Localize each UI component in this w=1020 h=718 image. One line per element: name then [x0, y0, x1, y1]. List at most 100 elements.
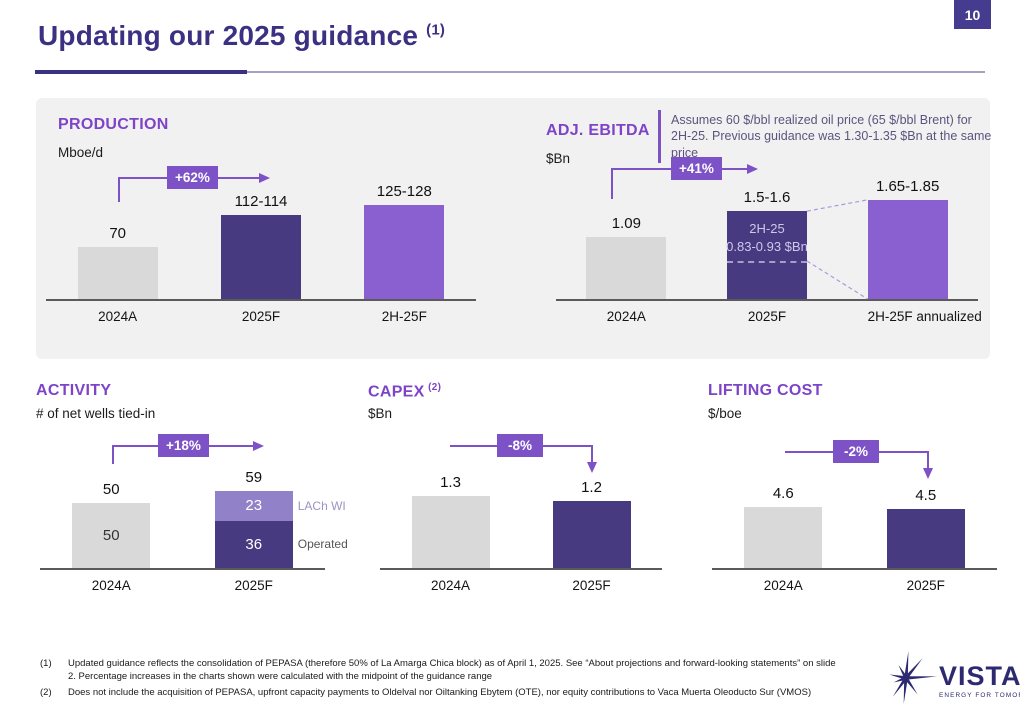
- page-title-text: Updating our 2025 guidance: [38, 20, 419, 51]
- bar-column: 59 23 36: [214, 469, 293, 568]
- change-badge: +62%: [167, 166, 218, 189]
- chart-activity: ACTIVITY # of net wells tied-in +18% 50 5…: [36, 382, 372, 597]
- chart-unit: $Bn: [546, 151, 571, 166]
- bar: 2H-25 0.83-0.93 $Bn: [726, 211, 808, 299]
- title-underline-dark: [35, 70, 247, 74]
- chart-title-text: CAPEX: [368, 383, 425, 401]
- category-label: 2024A: [91, 578, 131, 593]
- bar-value-label: 1.5-1.6: [743, 189, 791, 207]
- bar-column: 1.5-1.6 2H-25 0.83-0.93 $Bn: [726, 180, 808, 299]
- plot-area: 1.3 1.2: [380, 474, 662, 568]
- bar-value-label: 1.3: [440, 473, 461, 491]
- vista-logo-tagline: ENERGY FOR TOMORROW: [939, 692, 1020, 699]
- bar-value-label: 1.2: [581, 479, 602, 497]
- category-label: 2025F: [572, 578, 611, 593]
- chart-title: ACTIVITY: [36, 382, 112, 399]
- plot-area: 4.6 4.5: [712, 477, 997, 568]
- bar: 23 36: [214, 490, 293, 568]
- bar: [364, 204, 445, 299]
- category-label: 2025F: [241, 309, 281, 324]
- bar-segment: [744, 507, 823, 568]
- bar-value-label: 70: [109, 224, 126, 242]
- legend-label: Operated: [297, 537, 348, 552]
- bar-value-label: 1.09: [611, 215, 641, 233]
- category-label: 2024A: [430, 578, 471, 593]
- category-row: 2024A 2025F: [380, 578, 662, 593]
- chart-unit: Mboe/d: [58, 145, 104, 160]
- chart-unit: $Bn: [368, 406, 393, 421]
- bar: [744, 507, 823, 568]
- bar: [586, 237, 667, 299]
- category-label: 2H-25F annualized: [867, 309, 982, 324]
- bar-annotation-line: 2H-25: [749, 221, 785, 237]
- vista-logo-name: VISTA: [939, 661, 1020, 691]
- chart-unit: # of net wells tied-in: [36, 406, 156, 421]
- vista-star-icon: [889, 651, 937, 704]
- change-badge: -2%: [833, 440, 879, 463]
- category-row: 2024A 2025F 2H-25F annualized: [556, 309, 982, 324]
- bar: [220, 214, 301, 299]
- axis-line: [380, 568, 662, 570]
- category-row: 2024A 2025F 2H-25F: [46, 309, 476, 324]
- page-number: 10: [964, 6, 981, 23]
- category-label: 2025F: [747, 309, 787, 324]
- plot-area: 50 50 59 23 36: [40, 469, 325, 568]
- bar-segment: [867, 199, 948, 299]
- bar: [77, 246, 158, 299]
- bar-column: 4.6: [744, 477, 823, 568]
- category-label: 2H-25F: [381, 309, 427, 324]
- bar-column: 125-128: [364, 180, 445, 299]
- bar: 50: [72, 502, 151, 568]
- bar-value-label: 1.65-1.85: [875, 177, 940, 195]
- category-label: 2025F: [234, 578, 273, 593]
- bar-value-label: 112-114: [234, 192, 288, 210]
- axis-line: [556, 299, 978, 301]
- bar-column: 4.5: [886, 477, 965, 568]
- chart-unit: $/boe: [708, 406, 742, 421]
- bar-column: 1.3: [411, 474, 490, 568]
- axis-line: [712, 568, 997, 570]
- axis-line: [40, 568, 325, 570]
- bar-segment: [364, 204, 445, 299]
- bar-segment: 50: [72, 502, 151, 568]
- footnote-2: (2) Does not include the acquisition of …: [40, 687, 840, 700]
- bar-segment: 36: [214, 520, 293, 568]
- bar-column: 70: [77, 180, 158, 299]
- bar-value-label: 4.5: [915, 486, 937, 504]
- title-superscript: (1): [426, 21, 446, 39]
- bar-column: 1.65-1.85: [867, 177, 948, 299]
- assumption-note: Assumes 60 $/bbl realized oil price (65 …: [658, 110, 995, 163]
- chart-lifting-cost: LIFTING COST $/boe -2% 4.6 4.5 2024A 2025F: [708, 382, 1010, 597]
- chart-title-superscript: (2): [428, 382, 442, 393]
- category-row: 2024A 2025F: [712, 578, 997, 593]
- chart-adj-ebitda: ADJ. EBITDA $Bn Assumes 60 $/bbl realize…: [546, 108, 991, 348]
- category-label: 2024A: [606, 309, 646, 324]
- chart-production: PRODUCTION Mboe/d +62% 70 112-114 125-128 …: [46, 108, 476, 348]
- footnote-marker: (2): [40, 686, 52, 698]
- bar-divider-dashed: [726, 261, 807, 264]
- footnote-marker: (1): [40, 658, 52, 669]
- bar-segment: 2H-25 0.83-0.93 $Bn: [726, 211, 808, 299]
- change-badge: +18%: [158, 434, 209, 457]
- decline-arrow-down-icon: [785, 451, 933, 479]
- chart-title: LIFTING COST: [708, 382, 823, 399]
- legend-label: LACh WI: [297, 498, 346, 513]
- bar-segment: [886, 508, 965, 568]
- bar-segment: 23: [214, 490, 293, 521]
- bar: [886, 508, 965, 568]
- plot-area: 70 112-114 125-128: [46, 180, 476, 299]
- plot-area: 1.09 1.5-1.6 2H-25 0.83-0.93 $Bn 1.65-1.85: [556, 177, 978, 299]
- category-label: 2025F: [906, 578, 945, 593]
- footnotes: (1) Updated guidance reflects the consol…: [40, 658, 840, 702]
- category-label: 2024A: [763, 578, 803, 593]
- bar-value-label: 4.6: [772, 485, 794, 503]
- change-badge: +41%: [671, 157, 722, 180]
- bar: [867, 199, 948, 299]
- bar-segment: [77, 246, 158, 299]
- bar-column: 50 50: [72, 470, 151, 568]
- bar-value-label: 125-128: [376, 182, 432, 200]
- chart-capex: CAPEX (2) $Bn -8% 1.3 1.2 2024A 2025F: [368, 382, 670, 597]
- bar: [552, 501, 631, 568]
- bar-annotation: 2H-25 0.83-0.93 $Bn: [721, 220, 813, 256]
